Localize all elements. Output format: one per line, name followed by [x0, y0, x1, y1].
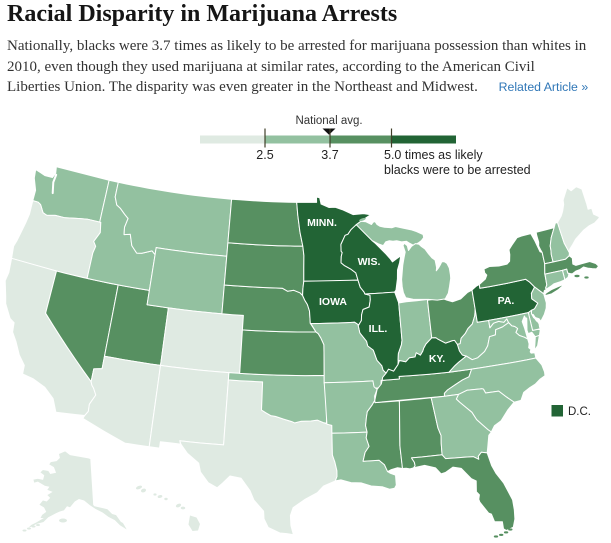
svg-text:IOWA: IOWA [319, 296, 347, 308]
svg-text:WIS.: WIS. [358, 256, 381, 268]
svg-text:blacks were to be arrested: blacks were to be arrested [384, 163, 531, 177]
svg-text:ILL.: ILL. [369, 323, 388, 335]
svg-text:KY.: KY. [429, 353, 445, 365]
svg-text:3.7: 3.7 [321, 148, 338, 162]
svg-text:D.C.: D.C. [568, 406, 591, 418]
svg-text:PA.: PA. [498, 295, 515, 307]
svg-text:5.0 times as likely: 5.0 times as likely [384, 148, 483, 162]
svg-text:National avg.: National avg. [295, 115, 362, 127]
svg-text:MINN.: MINN. [307, 217, 337, 229]
svg-text:2.5: 2.5 [256, 148, 273, 162]
